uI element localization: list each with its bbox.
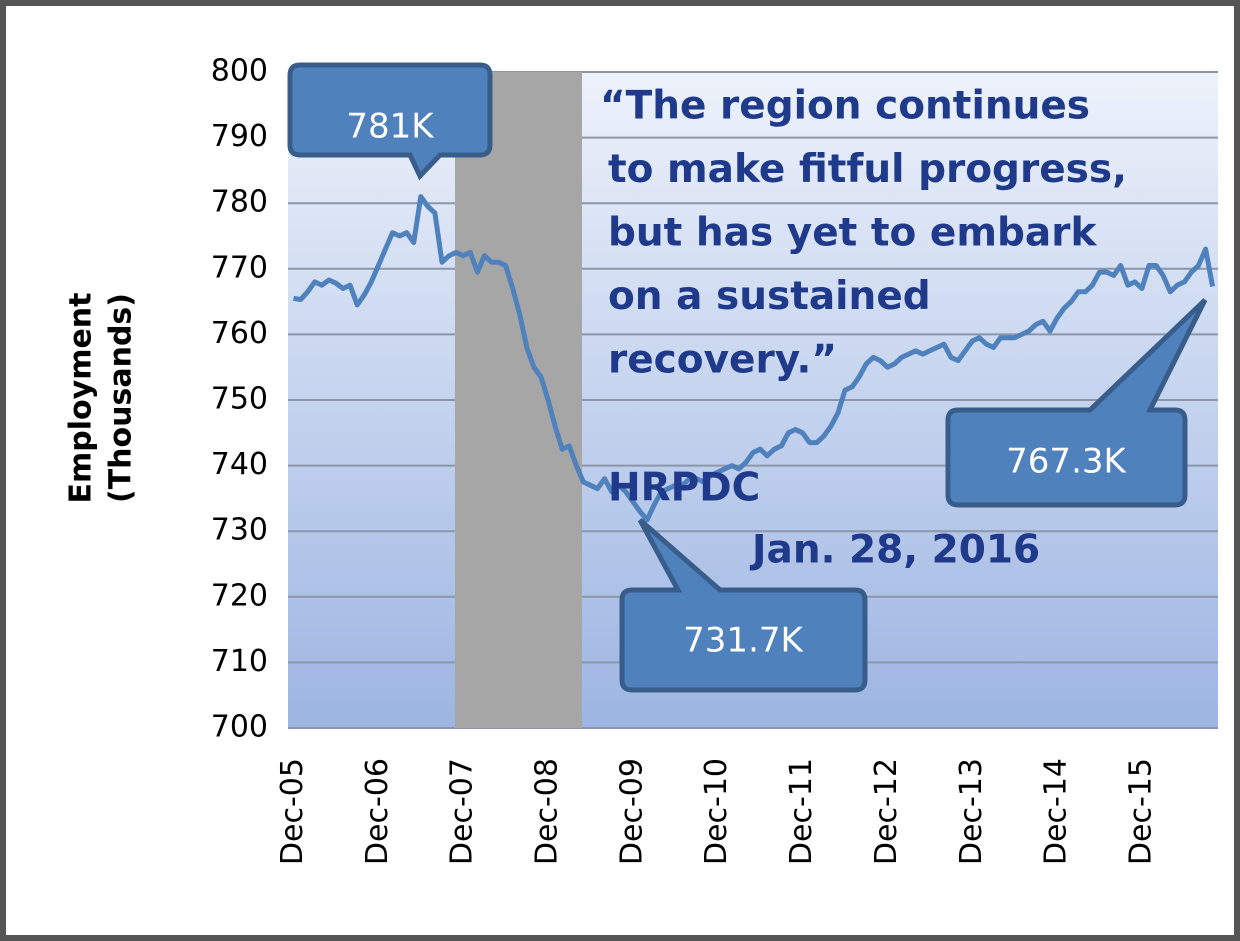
quote-line: recovery.” bbox=[608, 338, 837, 383]
x-tick-label: Dec-13 bbox=[954, 758, 989, 865]
quote-line: but has yet to embark bbox=[608, 211, 1097, 256]
callout bbox=[287, 62, 493, 181]
x-tick-label: Dec-15 bbox=[1123, 758, 1158, 865]
y-tick-label: 770 bbox=[211, 250, 268, 285]
y-tick-label: 710 bbox=[211, 644, 268, 679]
x-tick-label: Dec-11 bbox=[784, 758, 819, 865]
x-tick-label: Dec-08 bbox=[530, 758, 565, 865]
y-tick-label: 760 bbox=[211, 316, 268, 351]
y-tick-label: 730 bbox=[211, 513, 268, 548]
y-axis-label: Employment bbox=[64, 293, 99, 504]
x-tick-label: Dec-10 bbox=[699, 758, 734, 865]
y-tick-label: 780 bbox=[211, 185, 268, 220]
x-tick-label: Dec-12 bbox=[869, 758, 904, 865]
x-tick-label: Dec-06 bbox=[360, 758, 395, 865]
callout bbox=[945, 298, 1208, 508]
y-tick-label: 800 bbox=[211, 54, 268, 89]
y-tick-label: 750 bbox=[211, 382, 268, 417]
x-tick-label: Dec-07 bbox=[445, 758, 480, 865]
y-axis-label: (Thousands) bbox=[104, 293, 139, 503]
quote-line: “The region continues bbox=[600, 84, 1090, 129]
x-tick-label: Dec-09 bbox=[614, 758, 649, 865]
date: Jan. 28, 2016 bbox=[749, 528, 1040, 573]
callout-label: 731.7K bbox=[683, 621, 804, 661]
y-tick-label: 720 bbox=[211, 578, 268, 613]
quote-line: on a sustained bbox=[608, 274, 931, 319]
recession-shade bbox=[455, 72, 582, 728]
x-tick-label: Dec-05 bbox=[275, 758, 310, 865]
x-tick-label: Dec-14 bbox=[1039, 758, 1074, 865]
callout bbox=[619, 518, 868, 693]
y-tick-label: 740 bbox=[211, 447, 268, 482]
source: HRPDC bbox=[608, 466, 760, 511]
callout-label: 781K bbox=[346, 107, 435, 147]
y-tick-label: 700 bbox=[211, 710, 268, 745]
line-series bbox=[293, 194, 1216, 523]
quote-line: to make fitful progress, bbox=[608, 147, 1127, 192]
callout-label: 767.3K bbox=[1006, 442, 1127, 482]
y-tick-label: 790 bbox=[211, 119, 268, 154]
